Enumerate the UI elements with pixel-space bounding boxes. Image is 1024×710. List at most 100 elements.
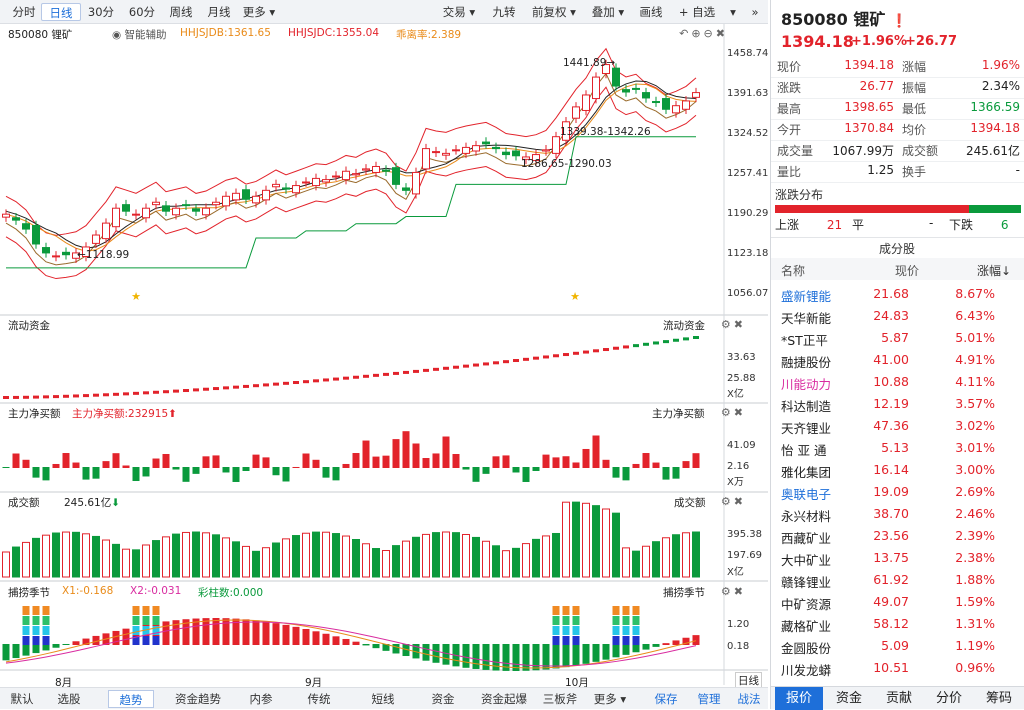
panel-tools-icon[interactable]: ↶⊕⊖✖ (679, 27, 728, 40)
vol-bar (72, 531, 80, 578)
assist-toggle[interactable]: ◉ 智能辅助 (112, 29, 167, 41)
strategy-tab[interactable]: 三板斧 (542, 692, 578, 706)
net-bar (552, 457, 560, 468)
season-color-bar (552, 636, 560, 645)
season-bar (482, 644, 490, 670)
toolbar-item[interactable]: 分时 (12, 5, 36, 19)
season-color-bar (152, 636, 160, 645)
stock-row[interactable]: 雅化集团 16.14 3.00% (781, 459, 1024, 481)
stock-row[interactable]: 科达制造 12.19 3.57% (781, 393, 1024, 415)
stock-row[interactable]: 大中矿业 13.75 2.38% (781, 547, 1024, 569)
season-bar (532, 644, 540, 671)
season-bar (392, 644, 400, 654)
tab-4[interactable]: 筹码 (985, 691, 1012, 706)
dist-up: 上涨 21 平 (775, 218, 864, 232)
toolbar-item[interactable]: 月线 (207, 5, 231, 19)
candle-body (682, 100, 690, 110)
strategy-tab[interactable]: 短线 (371, 692, 395, 706)
stock-row[interactable]: *ST正平 5.87 5.01% (781, 327, 1024, 349)
strategy-tab[interactable]: 资金趋势 (175, 692, 221, 706)
strategy-tab[interactable]: 选股 (57, 692, 81, 706)
flow-tools-icon[interactable]: ⚙✖ (720, 318, 746, 331)
candle-body (382, 169, 390, 172)
strategy-tab[interactable]: 战法 (737, 692, 761, 706)
toolbar-right-item[interactable]: + 自选 (678, 5, 716, 19)
tab-3[interactable]: 分价 (935, 691, 962, 706)
season-color-bar (22, 616, 30, 625)
chart-area[interactable]: ★ ★ 850080 锂矿 ◉ 智能辅助 HHJSJDB:1361.65 HHJS… (0, 24, 769, 689)
toolbar-item[interactable]: 30分 (87, 5, 115, 19)
toolbar-right-item[interactable]: 前复权 ▾ (532, 5, 576, 19)
y-tick: 1324.52 (727, 128, 769, 139)
toolbar-right-item[interactable]: 画线 (639, 5, 663, 19)
flow-bar (563, 353, 569, 357)
stock-row[interactable]: 融捷股份 41.00 4.91% (781, 349, 1024, 371)
col-name[interactable]: 名称 (781, 264, 806, 278)
strategy-tab[interactable]: 传统 (307, 692, 331, 706)
stock-name: 怡 亚 通 (781, 443, 827, 458)
stock-row[interactable]: 怡 亚 通 5.13 3.01% (781, 437, 1024, 459)
stock-row[interactable]: 藏格矿业 58.12 1.31% (781, 613, 1024, 635)
stock-row[interactable]: 天华新能 24.83 6.43% (781, 305, 1024, 327)
col-pct[interactable]: 涨幅↓ (977, 264, 1012, 278)
low-marker: ←1118.99 (77, 249, 130, 261)
stock-row[interactable]: 川发龙蟒 10.51 0.96% (781, 657, 1024, 679)
y-tick: 1458.74 (727, 48, 769, 59)
flow-bar (293, 381, 299, 385)
season-tools-icon[interactable]: ⚙✖ (720, 585, 746, 598)
vol-bar (182, 531, 190, 578)
stock-row[interactable]: 永兴材料 38.70 2.46% (781, 503, 1024, 525)
stock-row[interactable]: 金圆股份 5.09 1.19% (781, 635, 1024, 657)
quote-value: 1.96% (981, 58, 1020, 72)
stock-row[interactable]: 赣锋锂业 61.92 1.88% (781, 569, 1024, 591)
strategy-tab[interactable]: 趋势 (108, 690, 154, 708)
season-color-bar (612, 626, 620, 635)
strategy-tab[interactable]: 管理 (697, 692, 721, 706)
toolbar-item[interactable]: 更多 ▾ (242, 5, 276, 19)
strategy-tab[interactable]: 保存 (654, 692, 678, 706)
toolbar-right-item[interactable]: 交易 ▾ (442, 5, 476, 19)
tab-0[interactable]: 报价 (775, 687, 823, 710)
vol-bar (582, 502, 590, 578)
toolbar-item[interactable]: 日线 (41, 3, 81, 21)
toolbar-right-item[interactable]: 九转 (492, 5, 516, 19)
strategy-bar: 默认 选股 趋势 资金趋势 内参 传统 短线 资金 资金起爆 三板斧 更多 ▾ 保存 管理 战法 (0, 687, 768, 709)
x-tick: 9月 (305, 677, 323, 689)
toolbar-item[interactable]: 周线 (169, 5, 193, 19)
candle-body (262, 189, 270, 201)
quote-value: 1366.59 (970, 100, 1020, 114)
stock-row[interactable]: 西藏矿业 23.56 2.39% (781, 525, 1024, 547)
flow-bar (553, 354, 559, 358)
season-bar (362, 644, 370, 646)
kline-chart[interactable]: ★ ★ (0, 24, 768, 685)
net-bar (662, 467, 670, 480)
tab-1[interactable]: 资金 (835, 691, 862, 706)
toolbar-right-item[interactable]: 叠加 ▾ (591, 5, 625, 19)
net-bar (492, 456, 500, 468)
strategy-tab[interactable]: 更多 ▾ (593, 692, 627, 706)
stock-row[interactable]: 天齐锂业 47.36 3.02% (781, 415, 1024, 437)
candle-body (492, 146, 500, 150)
net-bar (372, 456, 380, 468)
flow-bar (493, 361, 499, 365)
col-price[interactable]: 现价 (895, 264, 920, 278)
vol-tools-icon[interactable]: ⚙✖ (720, 495, 746, 508)
net-tools-icon[interactable]: ⚙✖ (720, 406, 746, 419)
toolbar-item[interactable]: 60分 (128, 5, 156, 19)
dist-down: 下跌 6 (949, 218, 1009, 232)
strategy-tab[interactable]: 资金 (431, 692, 455, 706)
toolbar-right-item[interactable]: ▾ (730, 5, 736, 19)
strategy-tab[interactable]: 默认 (10, 692, 34, 706)
stock-row[interactable]: 中矿资源 49.07 1.59% (781, 591, 1024, 613)
strategy-tab[interactable]: 内参 (249, 692, 273, 706)
toolbar-right-item[interactable]: » (751, 5, 759, 19)
quote-label: 现价 (777, 60, 802, 74)
strategy-tab[interactable]: 资金起爆 (481, 692, 527, 706)
season-bar (682, 637, 690, 645)
stock-row[interactable]: 川能动力 10.88 4.11% (781, 371, 1024, 393)
stock-row[interactable]: 奥联电子 19.09 2.69% (781, 481, 1024, 503)
season-bar (432, 644, 440, 663)
net-bar (342, 463, 350, 468)
tab-2[interactable]: 贡献 (885, 691, 912, 706)
stock-row[interactable]: 盛新锂能 21.68 8.67% (781, 283, 1024, 305)
